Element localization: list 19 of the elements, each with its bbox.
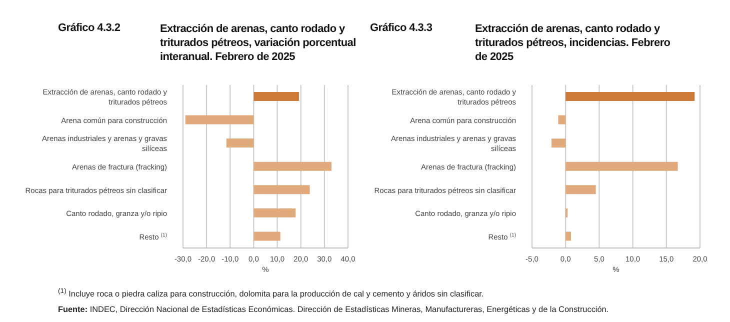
bar	[566, 162, 678, 171]
bar	[566, 232, 571, 241]
bar	[254, 92, 299, 101]
bar	[254, 185, 310, 194]
bar	[185, 115, 254, 124]
bar	[566, 185, 596, 194]
bar	[254, 208, 296, 218]
bar	[254, 232, 280, 241]
bar	[566, 92, 695, 101]
text: $^{(1)}$ Incluye roca o piedra caliza para construcción, dolomita para la producción de cal y cemento y áridos sin clasificar.	[58, 287, 485, 301]
bar	[558, 115, 566, 124]
text: Gráfico 4.3.3	[370, 22, 432, 34]
chart-subtitle: Extracción de arenas, canto rodado y triturados pétreos, incidencias. Febrero de 2025	[475, 22, 672, 64]
bar	[551, 138, 566, 148]
text: Gráfico 4.3.2	[58, 22, 120, 34]
chart-subtitle: Extracción de arenas, canto rodado y triturados pétreos, variación porcentual interanual. Febrero de 2025	[160, 23, 356, 63]
bar	[254, 162, 332, 171]
source-note: Fuente: INDEC, Dirección Nacional de Estadísticas Económicas. Dirección de Estadísticas Mineras, Manufactureras, Energéticas y de la Construcción.	[58, 304, 609, 314]
bar	[226, 138, 254, 148]
